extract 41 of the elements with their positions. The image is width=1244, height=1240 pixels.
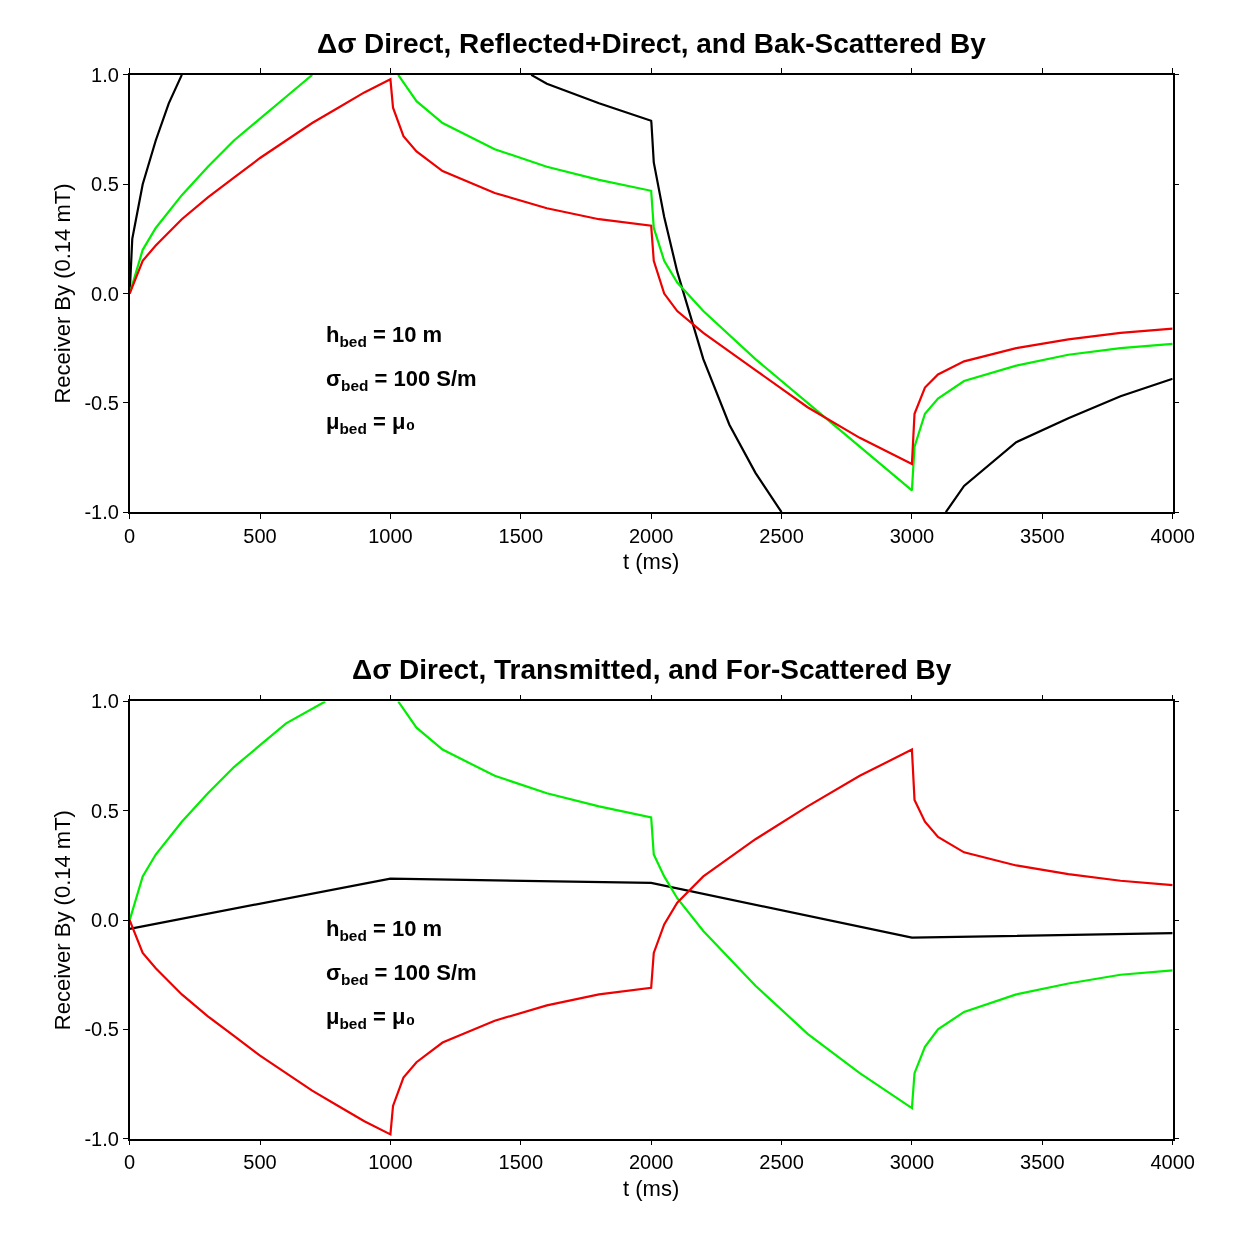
y-tick-label: 0.0	[91, 909, 119, 932]
y-tick-label: 1.0	[91, 690, 119, 713]
chart-title: Δσ Direct, Transmitted, and For-Scattered By	[352, 654, 952, 685]
y-tick-label: 0.5	[91, 799, 119, 822]
y-tick-label: 0.0	[91, 282, 119, 305]
chart-title: Δσ Direct, Reflected+Direct, and Bak-Scattered By	[317, 28, 987, 59]
x-tick-label: 3000	[889, 1151, 935, 1174]
y-tick-label: 0.5	[91, 173, 119, 196]
annotation: σ$_{bed}$ = 100 S/m	[326, 960, 477, 988]
x-tick-label: 1500	[498, 524, 544, 547]
x-tick-label: 2000	[628, 524, 674, 547]
y-tick-label: -0.5	[84, 391, 119, 414]
x-tick-label: 4000	[1150, 524, 1195, 547]
x-tick-label: 4000	[1150, 1151, 1195, 1174]
y-tick-label: -1.0	[84, 501, 119, 524]
x-tick-label: 3000	[889, 524, 935, 547]
annotation: μ$_{bed}$ = μ₀	[326, 409, 416, 437]
x-tick-label: 2000	[628, 1151, 674, 1174]
y-tick-label: -0.5	[84, 1018, 119, 1041]
line-series	[129, 748, 1173, 1136]
x-axis-title: t (ms)	[623, 1175, 680, 1201]
annotation: h$_{bed}$ = 10 m	[326, 322, 443, 350]
annotation: h$_{bed}$ = 10 m	[326, 916, 443, 944]
x-tick-label: 1000	[368, 524, 413, 547]
x-tick-label: 1500	[498, 1151, 544, 1174]
x-tick-label: 1000	[368, 1151, 413, 1174]
x-tick-label: 2500	[759, 1151, 804, 1174]
x-tick-label: 3500	[1020, 524, 1065, 547]
y-axis-title: Receiver By (0.14 mT)	[49, 810, 75, 1031]
annotation: μ$_{bed}$ = μ₀	[326, 1004, 416, 1032]
x-axis-title: t (ms)	[623, 549, 680, 575]
x-tick-label: 0	[124, 524, 136, 547]
y-axis-title: Receiver By (0.14 mT)	[49, 183, 75, 404]
y-tick-label: 1.0	[91, 63, 119, 86]
x-tick-label: 500	[243, 1151, 277, 1174]
y-tick-label: -1.0	[84, 1127, 119, 1150]
x-tick-label: 0	[124, 1151, 136, 1174]
x-tick-label: 2500	[759, 524, 804, 547]
annotation: σ$_{bed}$ = 100 S/m	[326, 366, 477, 394]
x-tick-label: 3500	[1020, 1151, 1065, 1174]
x-tick-label: 500	[243, 524, 277, 547]
